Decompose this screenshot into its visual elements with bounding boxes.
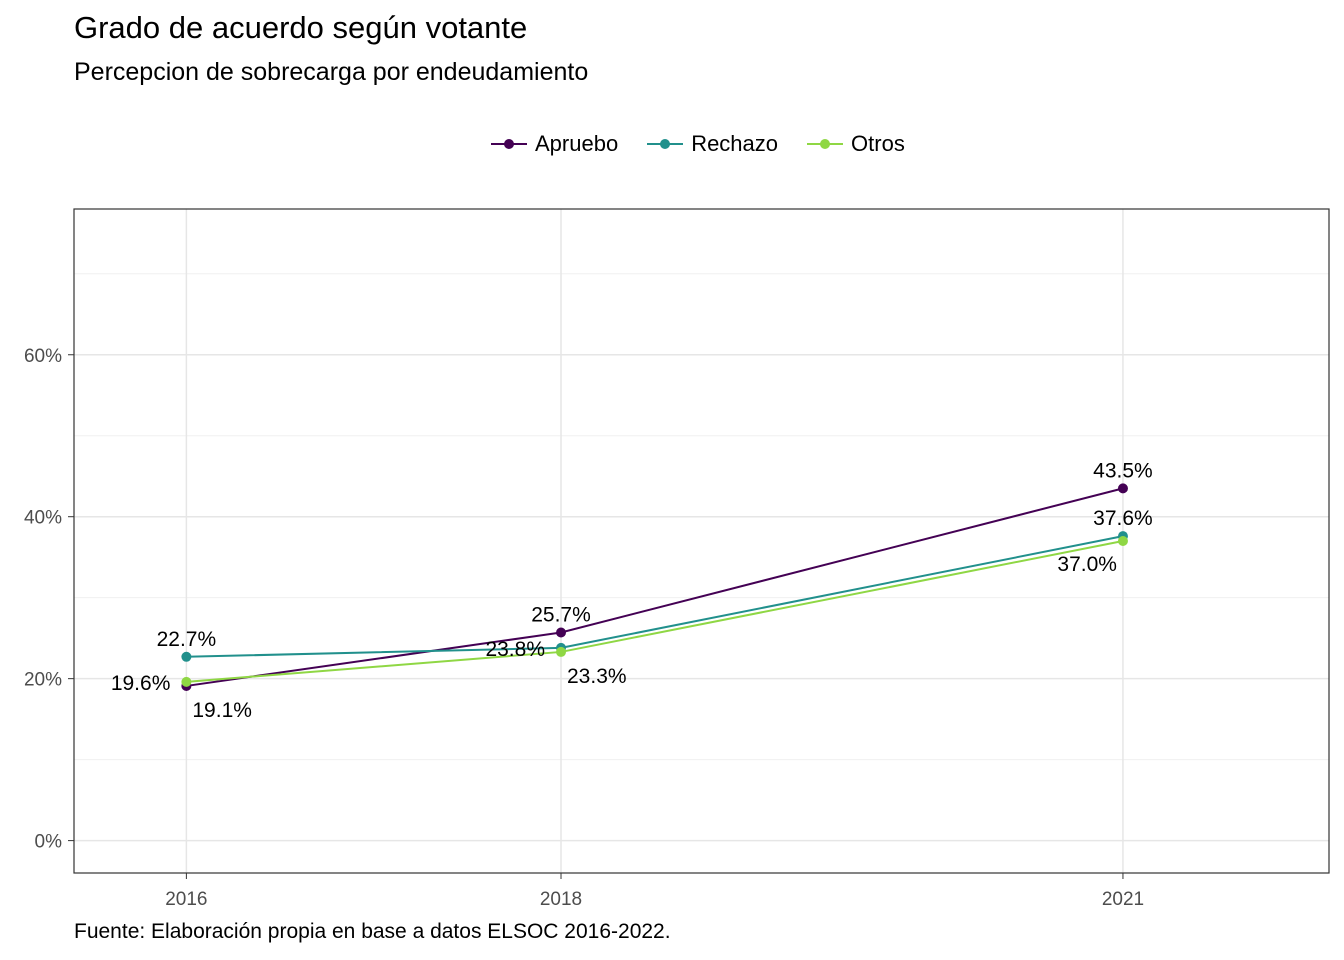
series-line-otros [186,540,1124,683]
legend-key-rechazo [636,126,684,162]
y-tick-label: 0% [35,832,63,853]
data-label-otros: 23.3% [567,665,627,688]
legend-item-rechazo: Rechazo [636,126,778,162]
legend-key-otros [796,126,844,162]
chart-caption: Fuente: Elaboración propia en base a dat… [74,920,671,943]
data-point-rechazo [181,651,192,662]
data-label-apruebo: 25.7% [531,604,591,627]
y-tick-label: 20% [24,670,62,691]
data-point-otros [1117,536,1128,546]
legend-item-otros: Otros [796,126,905,162]
y-tick-label: 60% [24,346,62,367]
data-point-otros [556,646,567,657]
data-label-rechazo: 22.7% [157,628,217,651]
data-point-otros [181,676,192,687]
data-label-otros: 37.0% [1057,553,1117,576]
plot-border [73,208,1330,874]
data-label-rechazo: 23.8% [485,638,545,661]
data-label-apruebo: 43.5% [1093,459,1153,482]
data-point-apruebo [556,627,567,638]
legend-label-rechazo: Rechazo [691,131,779,156]
series-line-rechazo [186,535,1124,658]
series-line-apruebo [186,487,1124,687]
x-tick-label: 2016 [165,889,207,910]
data-label-otros: 19.6% [111,672,171,695]
chart-title: Grado de acuerdo según votante [74,10,528,45]
legend-item-apruebo: Apruebo [480,126,618,162]
legend: Apruebo Rechazo Otros [480,126,923,162]
data-label-rechazo: 37.6% [1093,507,1153,530]
x-tick-label: 2018 [540,889,582,910]
y-tick-label: 40% [24,508,62,529]
x-tick-label: 2021 [1102,889,1144,910]
data-point-apruebo [1117,483,1128,494]
legend-key-apruebo [480,126,527,162]
data-label-apruebo: 19.1% [192,699,252,722]
chart-subtitle: Percepcion de sobrecarga por endeudamien… [74,58,589,86]
legend-label-apruebo: Apruebo [535,131,619,156]
legend-label-otros: Otros [851,131,905,156]
